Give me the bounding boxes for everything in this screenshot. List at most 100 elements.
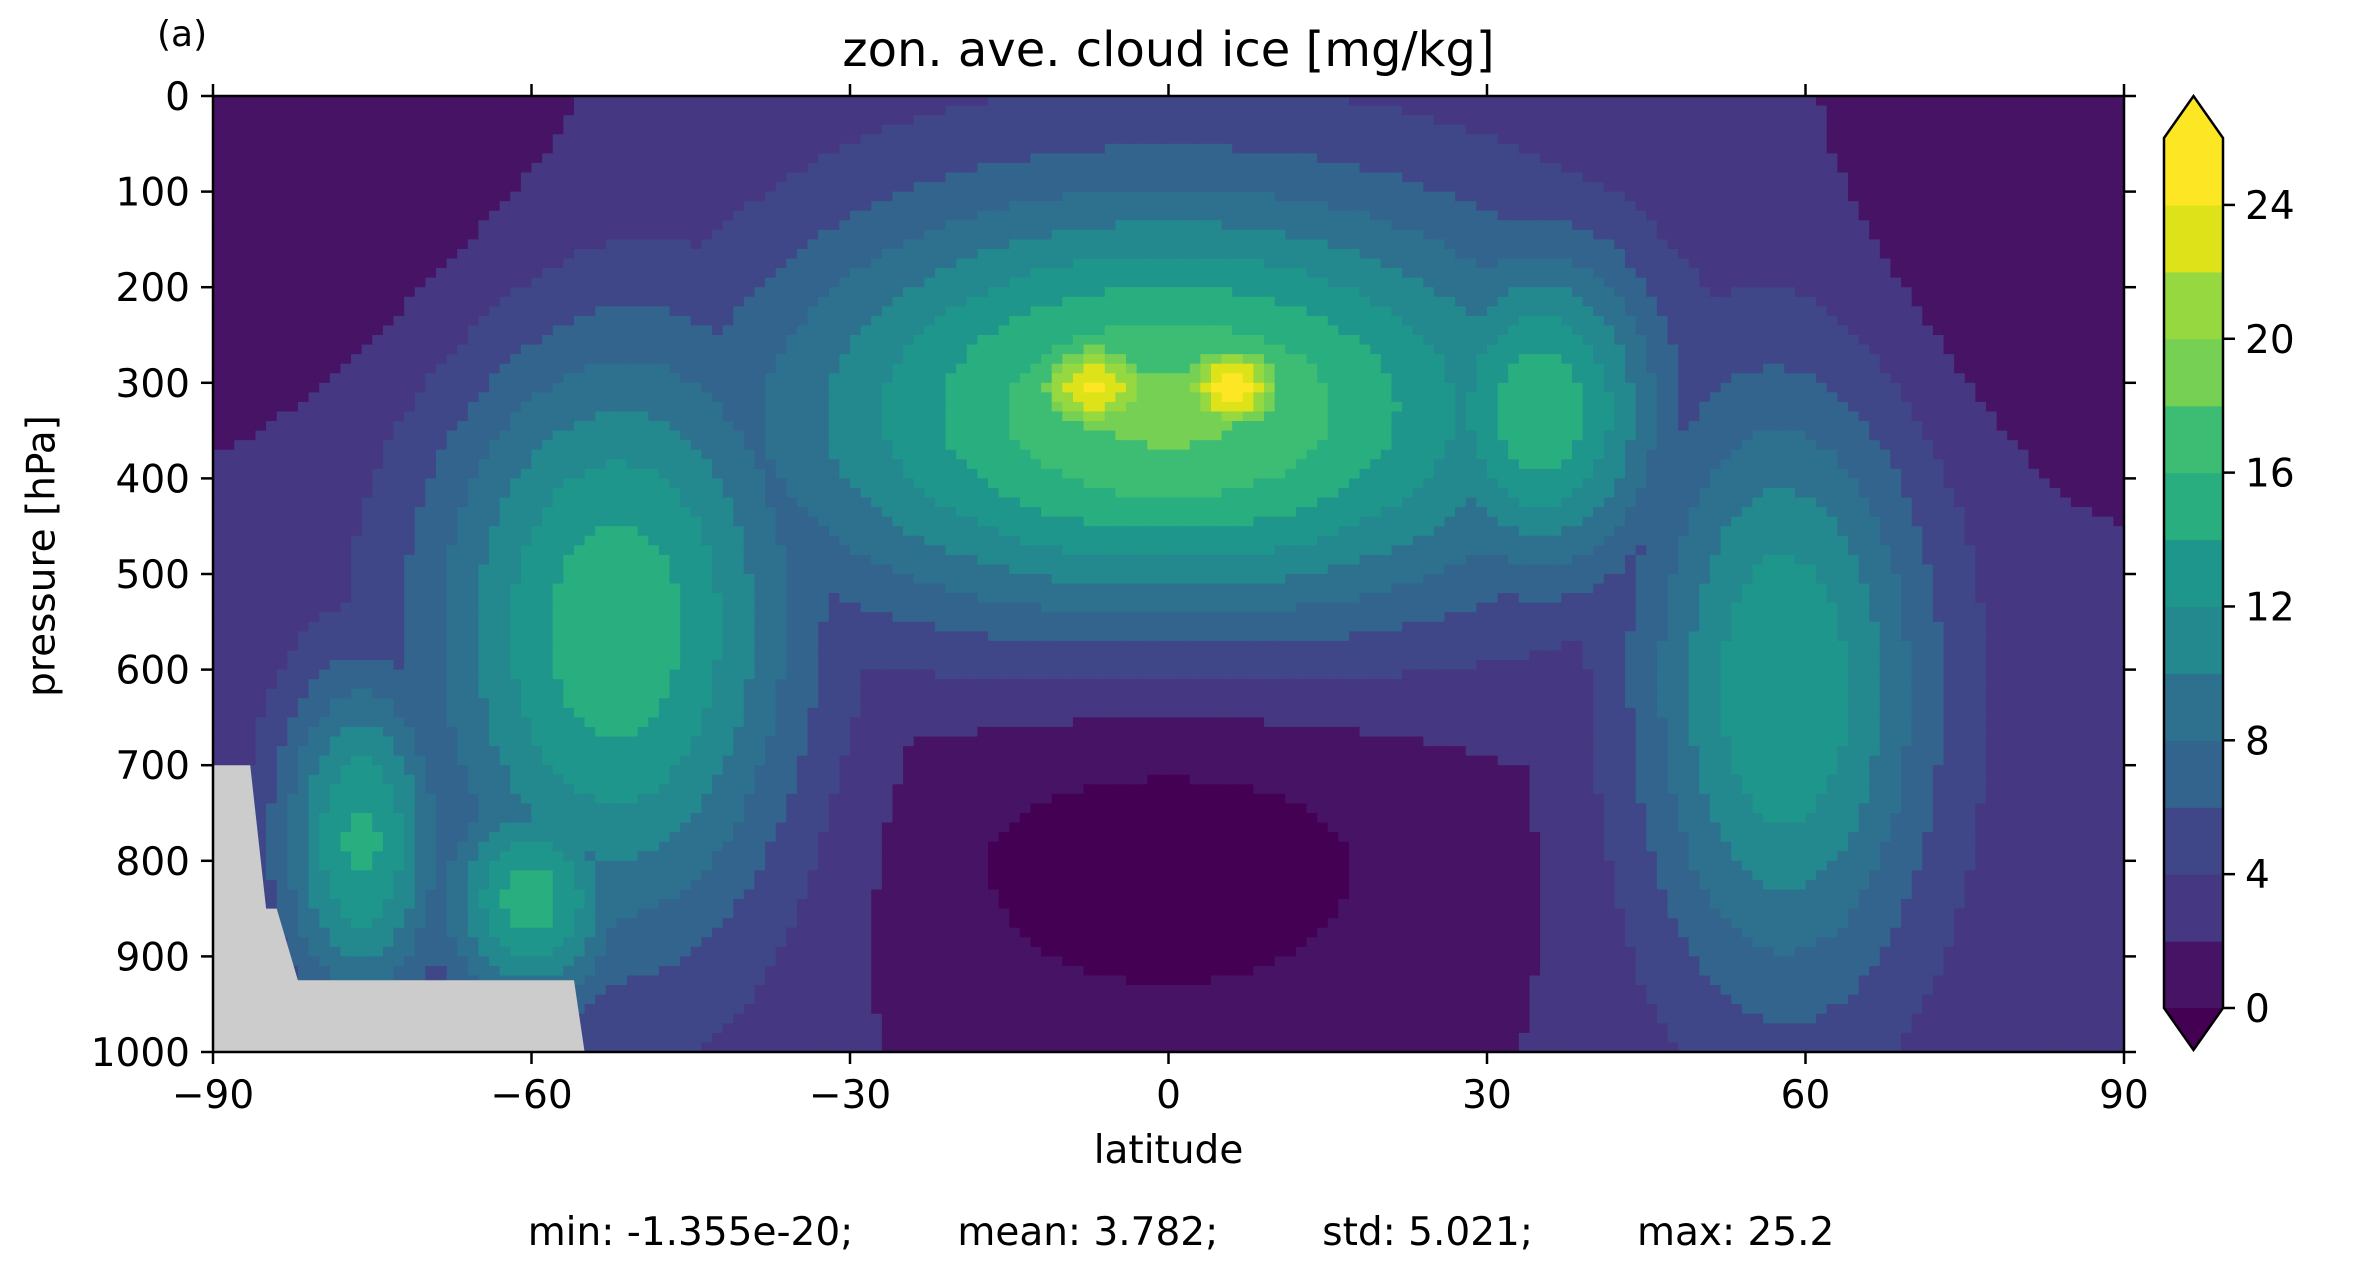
contour-cell bbox=[266, 229, 278, 240]
contour-cell bbox=[828, 354, 840, 365]
contour-cell bbox=[627, 239, 639, 250]
contour-cell bbox=[786, 124, 798, 135]
contour-cell bbox=[425, 153, 437, 164]
contour-cell bbox=[1922, 335, 1934, 346]
contour-cell bbox=[1168, 96, 1180, 107]
contour-cell bbox=[1741, 220, 1754, 231]
contour-cell bbox=[1348, 172, 1361, 183]
contour-cell bbox=[743, 268, 756, 279]
contour-cell bbox=[1837, 258, 1849, 269]
contour-cell bbox=[276, 124, 288, 135]
contour-cell bbox=[1508, 153, 1520, 164]
contour-cell bbox=[765, 191, 777, 202]
contour-cell bbox=[1242, 325, 1255, 336]
contour-cell bbox=[1752, 153, 1764, 164]
contour-cell bbox=[2060, 115, 2072, 126]
contour-cell bbox=[2092, 306, 2104, 317]
contour-cell bbox=[1794, 239, 1807, 250]
contour-cell bbox=[435, 258, 448, 269]
contour-cell bbox=[1487, 296, 1499, 307]
contour-cell bbox=[722, 335, 734, 346]
contour-cell bbox=[913, 201, 925, 212]
contour-cell bbox=[1593, 306, 1605, 317]
contour-cell bbox=[584, 96, 596, 107]
contour-cell bbox=[1529, 201, 1541, 212]
contour-cell bbox=[1221, 239, 1233, 250]
contour-cell bbox=[1508, 229, 1520, 240]
contour-cell bbox=[1614, 124, 1626, 135]
contour-cell bbox=[340, 306, 352, 317]
contour-cell bbox=[1699, 268, 1711, 279]
contour-cell bbox=[1147, 248, 1159, 260]
contour-cell bbox=[1221, 134, 1233, 145]
contour-cell bbox=[1964, 325, 1976, 336]
contour-cell bbox=[2102, 239, 2114, 250]
contour-cell bbox=[966, 220, 978, 231]
contour-cell bbox=[1943, 105, 1955, 116]
contour-cell bbox=[1147, 296, 1159, 307]
contour-cell bbox=[627, 201, 639, 212]
contour-cell bbox=[255, 277, 267, 288]
contour-cell bbox=[786, 268, 798, 279]
contour-cell bbox=[924, 96, 936, 107]
contour-cell bbox=[1784, 229, 1796, 240]
contour-cell bbox=[2102, 182, 2114, 193]
contour-cell bbox=[435, 210, 448, 221]
contour-cell bbox=[1773, 248, 1785, 260]
contour-cell bbox=[1901, 105, 1913, 116]
contour-cell bbox=[1985, 277, 1998, 288]
contour-cell bbox=[680, 143, 692, 154]
contour-cell bbox=[1412, 162, 1424, 174]
contour-cell bbox=[1603, 191, 1615, 202]
contour-cell bbox=[1975, 229, 1987, 240]
contour-cell bbox=[2017, 248, 2030, 260]
contour-cell bbox=[584, 239, 596, 250]
contour-cell bbox=[244, 210, 257, 221]
contour-cell bbox=[2081, 229, 2093, 240]
contour-cell bbox=[818, 124, 830, 135]
contour-cell bbox=[881, 287, 894, 298]
contour-cell bbox=[1242, 344, 1255, 355]
contour-cell bbox=[966, 239, 978, 250]
contour-cell bbox=[297, 287, 310, 298]
contour-cell bbox=[542, 354, 554, 365]
contour-cell bbox=[1370, 105, 1382, 116]
contour-cell bbox=[1890, 248, 1902, 260]
contour-cell bbox=[1752, 258, 1764, 269]
contour-cell bbox=[1614, 258, 1626, 269]
contour-cell bbox=[2060, 134, 2072, 145]
contour-cell bbox=[414, 268, 426, 279]
contour-cell bbox=[531, 172, 543, 183]
contour-cell bbox=[1179, 191, 1191, 202]
contour-cell bbox=[1954, 172, 1966, 183]
contour-cell bbox=[1688, 325, 1700, 336]
contour-cell bbox=[595, 96, 607, 107]
contour-cell bbox=[1221, 306, 1233, 317]
contour-cell bbox=[1603, 143, 1615, 154]
contour-cell bbox=[1869, 201, 1881, 212]
contour-cell bbox=[1487, 182, 1499, 193]
contour-cell bbox=[934, 105, 947, 116]
contour-cell bbox=[1391, 191, 1403, 202]
contour-cell bbox=[404, 96, 416, 107]
contour-cell bbox=[945, 105, 957, 116]
contour-cell bbox=[2070, 191, 2083, 202]
contour-cell bbox=[1327, 229, 1339, 240]
contour-cell bbox=[1720, 162, 1732, 174]
contour-cell bbox=[1147, 325, 1159, 336]
contour-cell bbox=[435, 172, 448, 183]
contour-cell bbox=[754, 134, 766, 145]
contour-cell bbox=[605, 220, 618, 231]
contour-cell bbox=[1465, 182, 1477, 193]
contour-cell bbox=[223, 344, 235, 355]
contour-cell bbox=[796, 335, 809, 346]
contour-cell bbox=[1858, 162, 1870, 174]
contour-cell bbox=[319, 201, 331, 212]
contour-cell bbox=[892, 239, 904, 250]
contour-cell bbox=[1561, 153, 1573, 164]
contour-cell bbox=[584, 296, 596, 307]
contour-cell bbox=[765, 277, 777, 288]
contour-cell bbox=[425, 143, 437, 154]
contour-cell bbox=[1455, 344, 1467, 355]
contour-cell bbox=[446, 248, 458, 260]
